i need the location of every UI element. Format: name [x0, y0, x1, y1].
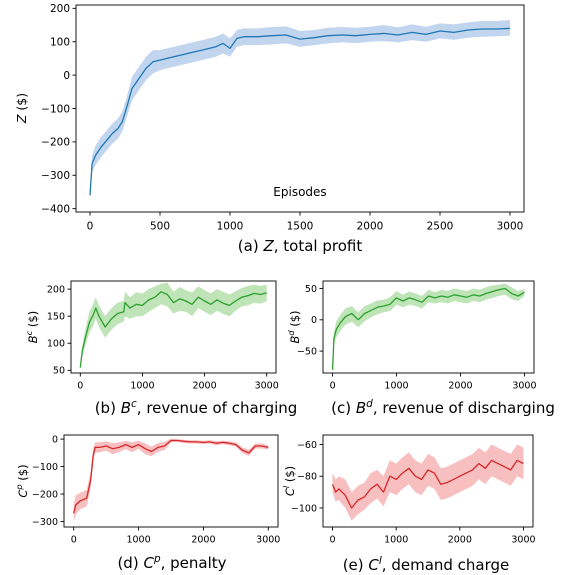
panel-caption-c: (c) Bd, revenue of discharging [331, 398, 555, 417]
axes-frame-b [70, 280, 277, 374]
axes-frame-c [322, 280, 535, 374]
x-tick-label-e-1: 1000 [384, 535, 408, 546]
y-axis-label-a: Z ($) [14, 93, 29, 124]
y-tick-label-d-2: −100 [32, 462, 58, 473]
y-tick-label-d-3: 0 [52, 435, 58, 446]
panel-caption-d: (d) Cp, penalty [117, 553, 226, 572]
x-tick-label-a-3: 1500 [287, 221, 314, 233]
panel-caption-a: (a) Z, total profit [238, 237, 363, 255]
y-axis-label-b: Bc ($) [24, 311, 40, 343]
y-tick-label-c-0: −50 [297, 347, 317, 358]
y-axis-label-e: Cl ($) [281, 466, 297, 496]
x-tick-label-a-5: 2500 [427, 221, 454, 233]
y-tick-label-c-2: 50 [305, 284, 317, 295]
y-tick-label-a-1: −300 [41, 170, 70, 182]
series-line-b-0 [79, 291, 267, 368]
y-tick-label-b-3: 200 [47, 285, 65, 296]
series-band-a-0 [90, 20, 510, 196]
x-tick-label-e-2: 2000 [448, 535, 472, 546]
x-tick-label-c-1: 1000 [384, 381, 408, 392]
y-tick-label-d-1: −200 [32, 489, 58, 500]
series-line-a-0 [89, 27, 511, 196]
y-tick-label-e-1: −80 [297, 472, 317, 483]
series-line-e-0 [331, 459, 524, 509]
series-line-d-0 [73, 439, 269, 514]
axes-frame-e [322, 434, 534, 528]
x-tick-label-b-1: 1000 [130, 381, 154, 392]
series-band-b-0 [80, 282, 267, 368]
axes-frame-d [63, 434, 279, 528]
x-tick-label-b-2: 2000 [192, 381, 216, 392]
series-band-e-0 [332, 444, 524, 521]
panel-caption-b: (b) Bc, revenue of charging [95, 398, 298, 417]
y-tick-label-d-0: −300 [32, 517, 58, 528]
y-tick-label-c-1: 0 [311, 315, 317, 326]
x-tick-label-d-3: 3000 [256, 535, 280, 546]
x-tick-label-c-2: 2000 [448, 381, 472, 392]
series-line-c-0 [331, 287, 525, 370]
x-tick-label-c-3: 3000 [512, 381, 536, 392]
y-tick-label-a-4: 0 [63, 70, 70, 82]
x-tick-label-a-1: 500 [150, 221, 170, 233]
x-tick-label-c-0: 0 [330, 381, 336, 392]
x-tick-label-a-6: 3000 [497, 221, 524, 233]
y-tick-label-e-0: −100 [291, 503, 317, 514]
panel-e-demand-charge: 0 1000 2000 3000 −100 −80 −60 Cl ($) (e) Cl, dem… [281, 434, 536, 574]
y-tick-label-a-2: −200 [41, 137, 70, 149]
x-tick-label-d-0: 0 [71, 535, 77, 546]
series-band-d-0 [73, 438, 269, 522]
y-axis-label-d: Cp ($) [14, 464, 30, 497]
y-tick-label-a-0: −400 [41, 203, 70, 215]
x-tick-label-a-2: 1000 [217, 221, 244, 233]
y-axis-label-c: Bd ($) [286, 310, 302, 343]
y-tick-label-e-2: −60 [297, 440, 317, 451]
y-tick-label-a-5: 100 [50, 37, 70, 49]
x-tick-label-d-1: 1000 [126, 535, 150, 546]
panel-caption-e: (e) Cl, demand charge [343, 555, 510, 574]
panel-a-total-profit: 0 500 1000 1500 2000 2500 3000−400−300−200−100… [14, 3, 525, 255]
x-tick-label-d-2: 2000 [191, 535, 215, 546]
x-tick-label-b-3: 3000 [255, 381, 279, 392]
series-band-c-0 [332, 283, 525, 370]
x-tick-label-e-0: 0 [330, 535, 336, 546]
panel-d-penalty: 0 1000 2000 3000 −300 −200 −100 0 Cp ($) (d) Cp, … [14, 435, 280, 572]
y-tick-label-b-1: 100 [47, 339, 65, 350]
y-tick-label-a-3: −100 [41, 103, 70, 115]
x-axis-annotation-a: Episodes [273, 185, 326, 199]
panel-b-revenue-charging: 0 1000 2000 3000 50 100 150 200 Bc ($) (b) Bc, re… [24, 280, 298, 417]
y-tick-label-a-6: 200 [50, 3, 70, 15]
y-tick-label-b-0: 50 [53, 366, 65, 377]
x-tick-label-a-4: 2000 [357, 221, 384, 233]
panel-c-revenue-discharging: 0 1000 2000 3000 −50 0 50 Bd ($) (c) Bd, revenue… [286, 280, 555, 417]
x-tick-label-b-0: 0 [77, 381, 83, 392]
x-tick-label-e-3: 3000 [511, 535, 535, 546]
x-tick-label-a-0: 0 [87, 221, 94, 233]
y-tick-label-b-2: 150 [47, 312, 65, 323]
